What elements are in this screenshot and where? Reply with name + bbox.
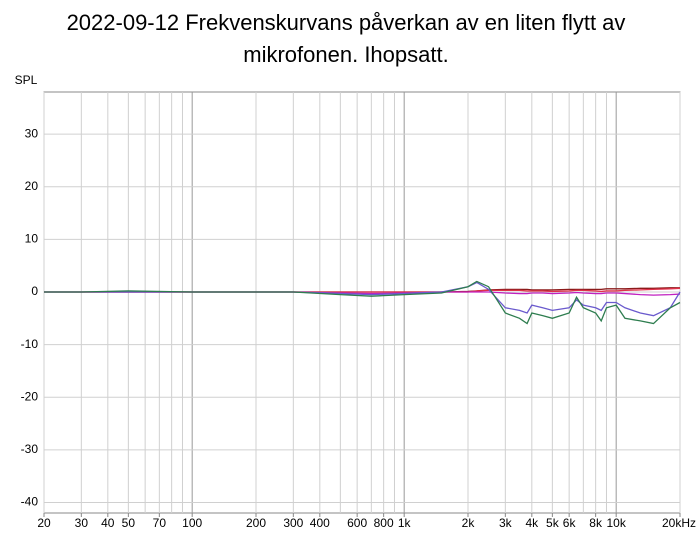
y-tick-label: 20 <box>25 179 39 193</box>
y-tick-label: -20 <box>21 389 39 403</box>
chart-title: 2022-09-12 Frekvenskurvans påverkan av e… <box>67 10 626 35</box>
y-tick-label: -40 <box>21 495 39 509</box>
x-tick-label: 8k <box>589 516 603 530</box>
x-tick-label: 30 <box>75 516 89 530</box>
x-tick-label: 2k <box>462 516 476 530</box>
x-tick-label: 4k <box>525 516 539 530</box>
x-tick-label: 300 <box>283 516 303 530</box>
y-tick-label: 10 <box>25 232 39 246</box>
y-tick-label: 0 <box>31 284 38 298</box>
chart-title: mikrofonen. Ihopsatt. <box>243 42 448 67</box>
x-tick-label: 20 <box>37 516 51 530</box>
x-tick-label: 40 <box>101 516 115 530</box>
x-tick-label: 50 <box>122 516 136 530</box>
x-tick-label: 100 <box>182 516 202 530</box>
x-tick-label: 5k <box>546 516 560 530</box>
x-tick-label: 3k <box>499 516 513 530</box>
x-tick-label: 200 <box>246 516 266 530</box>
y-tick-label: 30 <box>25 126 39 140</box>
x-tick-label: 400 <box>310 516 330 530</box>
series-line <box>44 280 681 325</box>
x-tick-label: 20kHz <box>662 516 696 530</box>
x-tick-label: 6k <box>563 516 577 530</box>
x-tick-label: 10k <box>607 516 627 530</box>
x-tick-label: 1k <box>398 516 412 530</box>
x-tick-label: 800 <box>374 516 394 530</box>
y-tick-label: -10 <box>21 337 39 351</box>
y-axis-label: SPL <box>15 73 38 87</box>
x-tick-label: 70 <box>153 516 167 530</box>
x-tick-label: 600 <box>347 516 367 530</box>
y-tick-label: -30 <box>21 442 39 456</box>
